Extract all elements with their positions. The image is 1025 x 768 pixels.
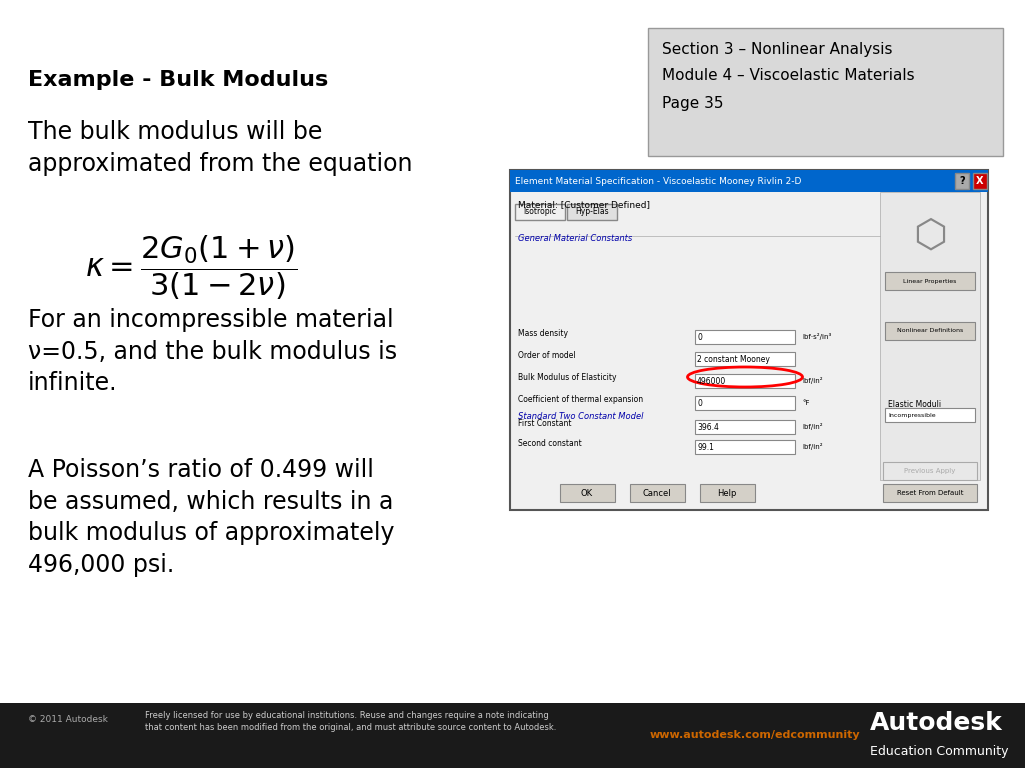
FancyBboxPatch shape — [885, 408, 975, 422]
Text: Element Material Specification - Viscoelastic Mooney Rivlin 2-D: Element Material Specification - Viscoel… — [515, 177, 802, 186]
Text: Coefficient of thermal expansion: Coefficient of thermal expansion — [518, 396, 643, 405]
Text: Hyp-Elas: Hyp-Elas — [575, 207, 609, 217]
Text: The bulk modulus will be
approximated from the equation: The bulk modulus will be approximated fr… — [28, 120, 412, 176]
FancyBboxPatch shape — [695, 440, 795, 454]
FancyBboxPatch shape — [695, 374, 795, 388]
Text: 99.1: 99.1 — [697, 442, 713, 452]
Text: Nonlinear Definitions: Nonlinear Definitions — [897, 329, 964, 333]
FancyBboxPatch shape — [695, 330, 795, 344]
Text: First Constant: First Constant — [518, 419, 572, 429]
Text: Isotropic: Isotropic — [524, 207, 557, 217]
Text: Help: Help — [718, 488, 737, 498]
Text: $\kappa = \dfrac{2G_0\left(1+\nu\right)}{3\left(1-2\nu\right)}$: $\kappa = \dfrac{2G_0\left(1+\nu\right)}… — [85, 233, 297, 302]
Text: Second constant: Second constant — [518, 439, 582, 449]
Text: Section 3 – Nonlinear Analysis: Section 3 – Nonlinear Analysis — [662, 42, 893, 57]
Text: Linear Properties: Linear Properties — [903, 279, 956, 283]
Text: © 2011 Autodesk: © 2011 Autodesk — [28, 715, 108, 724]
Text: lbf/in²: lbf/in² — [802, 423, 823, 431]
FancyBboxPatch shape — [880, 192, 980, 480]
FancyBboxPatch shape — [885, 272, 975, 290]
Text: Bulk Modulus of Elasticity: Bulk Modulus of Elasticity — [518, 373, 616, 382]
Text: Example - Bulk Modulus: Example - Bulk Modulus — [28, 70, 328, 90]
FancyBboxPatch shape — [648, 28, 1003, 156]
Text: Page 35: Page 35 — [662, 96, 724, 111]
Text: ?: ? — [959, 176, 965, 186]
FancyBboxPatch shape — [885, 322, 975, 340]
Text: 396.4: 396.4 — [697, 422, 719, 432]
Text: Standard Two Constant Model: Standard Two Constant Model — [518, 412, 644, 421]
Text: lbf·s²/in³: lbf·s²/in³ — [802, 333, 831, 340]
FancyBboxPatch shape — [695, 396, 795, 410]
Text: °F: °F — [802, 400, 810, 406]
FancyBboxPatch shape — [510, 170, 988, 510]
Text: Freely licensed for use by educational institutions. Reuse and changes require a: Freely licensed for use by educational i… — [145, 711, 557, 733]
FancyBboxPatch shape — [510, 170, 988, 192]
Text: General Material Constants: General Material Constants — [518, 234, 632, 243]
Text: Material: [Customer Defined]: Material: [Customer Defined] — [518, 200, 650, 209]
Text: 496000: 496000 — [697, 376, 727, 386]
FancyBboxPatch shape — [567, 204, 617, 220]
FancyBboxPatch shape — [700, 484, 755, 502]
Text: Education Community: Education Community — [870, 745, 1009, 758]
Text: Previous Apply: Previous Apply — [904, 468, 955, 474]
Text: OK: OK — [581, 488, 593, 498]
Text: 0: 0 — [697, 399, 702, 408]
FancyBboxPatch shape — [0, 703, 1025, 768]
Text: lbf/in²: lbf/in² — [802, 378, 823, 385]
Text: Incompressible: Incompressible — [888, 412, 936, 418]
FancyBboxPatch shape — [630, 484, 685, 502]
FancyBboxPatch shape — [883, 462, 977, 480]
FancyBboxPatch shape — [695, 420, 795, 434]
Text: lbf/in²: lbf/in² — [802, 443, 823, 451]
FancyBboxPatch shape — [973, 173, 987, 189]
Text: 0: 0 — [697, 333, 702, 342]
Text: www.autodesk.com/edcommunity: www.autodesk.com/edcommunity — [650, 730, 861, 740]
Text: Autodesk: Autodesk — [870, 711, 1002, 735]
FancyBboxPatch shape — [695, 352, 795, 366]
FancyBboxPatch shape — [883, 484, 977, 502]
Text: X: X — [976, 176, 984, 186]
Text: A Poisson’s ratio of 0.499 will
be assumed, which results in a
bulk modulus of a: A Poisson’s ratio of 0.499 will be assum… — [28, 458, 395, 577]
Text: Module 4 – Viscoelastic Materials: Module 4 – Viscoelastic Materials — [662, 68, 914, 83]
Text: Mass density: Mass density — [518, 329, 568, 339]
Text: For an incompressible material
ν=0.5, and the bulk modulus is
infinite.: For an incompressible material ν=0.5, an… — [28, 308, 397, 396]
FancyBboxPatch shape — [560, 484, 615, 502]
Text: Elastic Moduli: Elastic Moduli — [888, 400, 941, 409]
Text: 2 constant Mooney: 2 constant Mooney — [697, 355, 770, 363]
Text: ⬡: ⬡ — [913, 216, 947, 254]
FancyBboxPatch shape — [515, 204, 565, 220]
Text: Reset From Default: Reset From Default — [897, 490, 964, 496]
Text: Cancel: Cancel — [643, 488, 671, 498]
FancyBboxPatch shape — [955, 173, 969, 189]
Text: Order of model: Order of model — [518, 352, 576, 360]
